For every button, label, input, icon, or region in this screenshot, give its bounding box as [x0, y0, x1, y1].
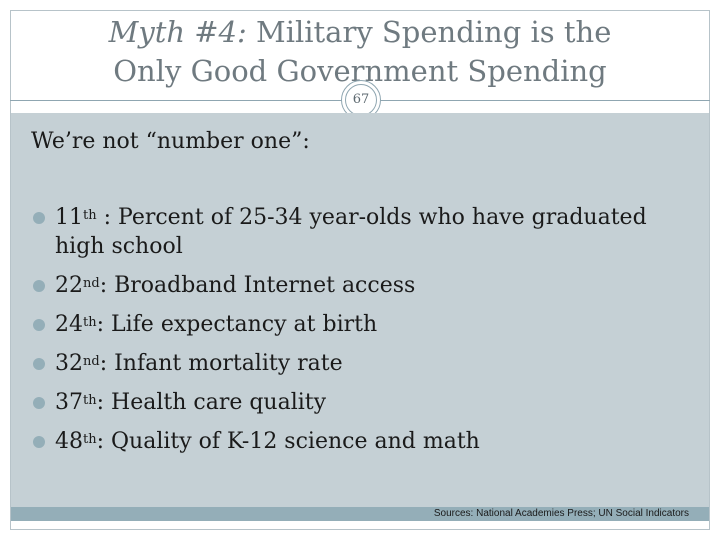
bullet-dot-icon	[33, 358, 45, 370]
slide-title: Myth #4: Military Spending is the Only G…	[10, 10, 710, 100]
title-line-1: Myth #4: Military Spending is the	[10, 13, 710, 51]
rank-value: 24th	[55, 312, 97, 337]
slide-frame	[10, 10, 710, 530]
footer-bar: Sources: National Academies Press; UN So…	[11, 507, 709, 521]
slide-number: 67	[345, 84, 377, 116]
bullet-dot-icon	[33, 319, 45, 331]
title-myth-label: Myth #4:	[108, 15, 247, 49]
content-panel: We’re not “number one”: 11th : Percent o…	[11, 113, 709, 507]
bullet-item: 22nd: Broadband Internet access	[33, 271, 703, 300]
bullet-text: : Life expectancy at birth	[96, 312, 378, 337]
bullet-item: 48th: Quality of K-12 science and math	[33, 427, 703, 456]
rank-value: 37th	[55, 390, 97, 415]
bullet-text: : Percent of 25-34 year-olds who have gr…	[55, 205, 647, 259]
bullet-dot-icon	[33, 280, 45, 292]
rank-value: 48th	[55, 429, 97, 454]
title-line-1-text: Military Spending is the	[246, 15, 612, 49]
bullet-item: 32nd: Infant mortality rate	[33, 349, 703, 378]
bullet-dot-icon	[33, 212, 45, 224]
bullet-item: 24th: Life expectancy at birth	[33, 310, 703, 339]
bullet-text: : Health care quality	[96, 390, 327, 415]
rank-value: 11th	[55, 205, 97, 230]
bullet-item: 11th : Percent of 25-34 year-olds who ha…	[33, 203, 703, 261]
sources-note: Sources: National Academies Press; UN So…	[433, 508, 689, 519]
bullet-text: : Broadband Internet access	[99, 273, 416, 298]
rank-value: 22nd	[55, 273, 100, 298]
bullet-text: : Quality of K-12 science and math	[96, 429, 480, 454]
bullet-list: 11th : Percent of 25-34 year-olds who ha…	[33, 203, 703, 466]
bullet-dot-icon	[33, 397, 45, 409]
bullet-text: : Infant mortality rate	[99, 351, 343, 376]
bullet-dot-icon	[33, 436, 45, 448]
bullet-item: 37th: Health care quality	[33, 388, 703, 417]
rank-value: 32nd	[55, 351, 100, 376]
subheading: We’re not “number one”:	[31, 129, 310, 154]
